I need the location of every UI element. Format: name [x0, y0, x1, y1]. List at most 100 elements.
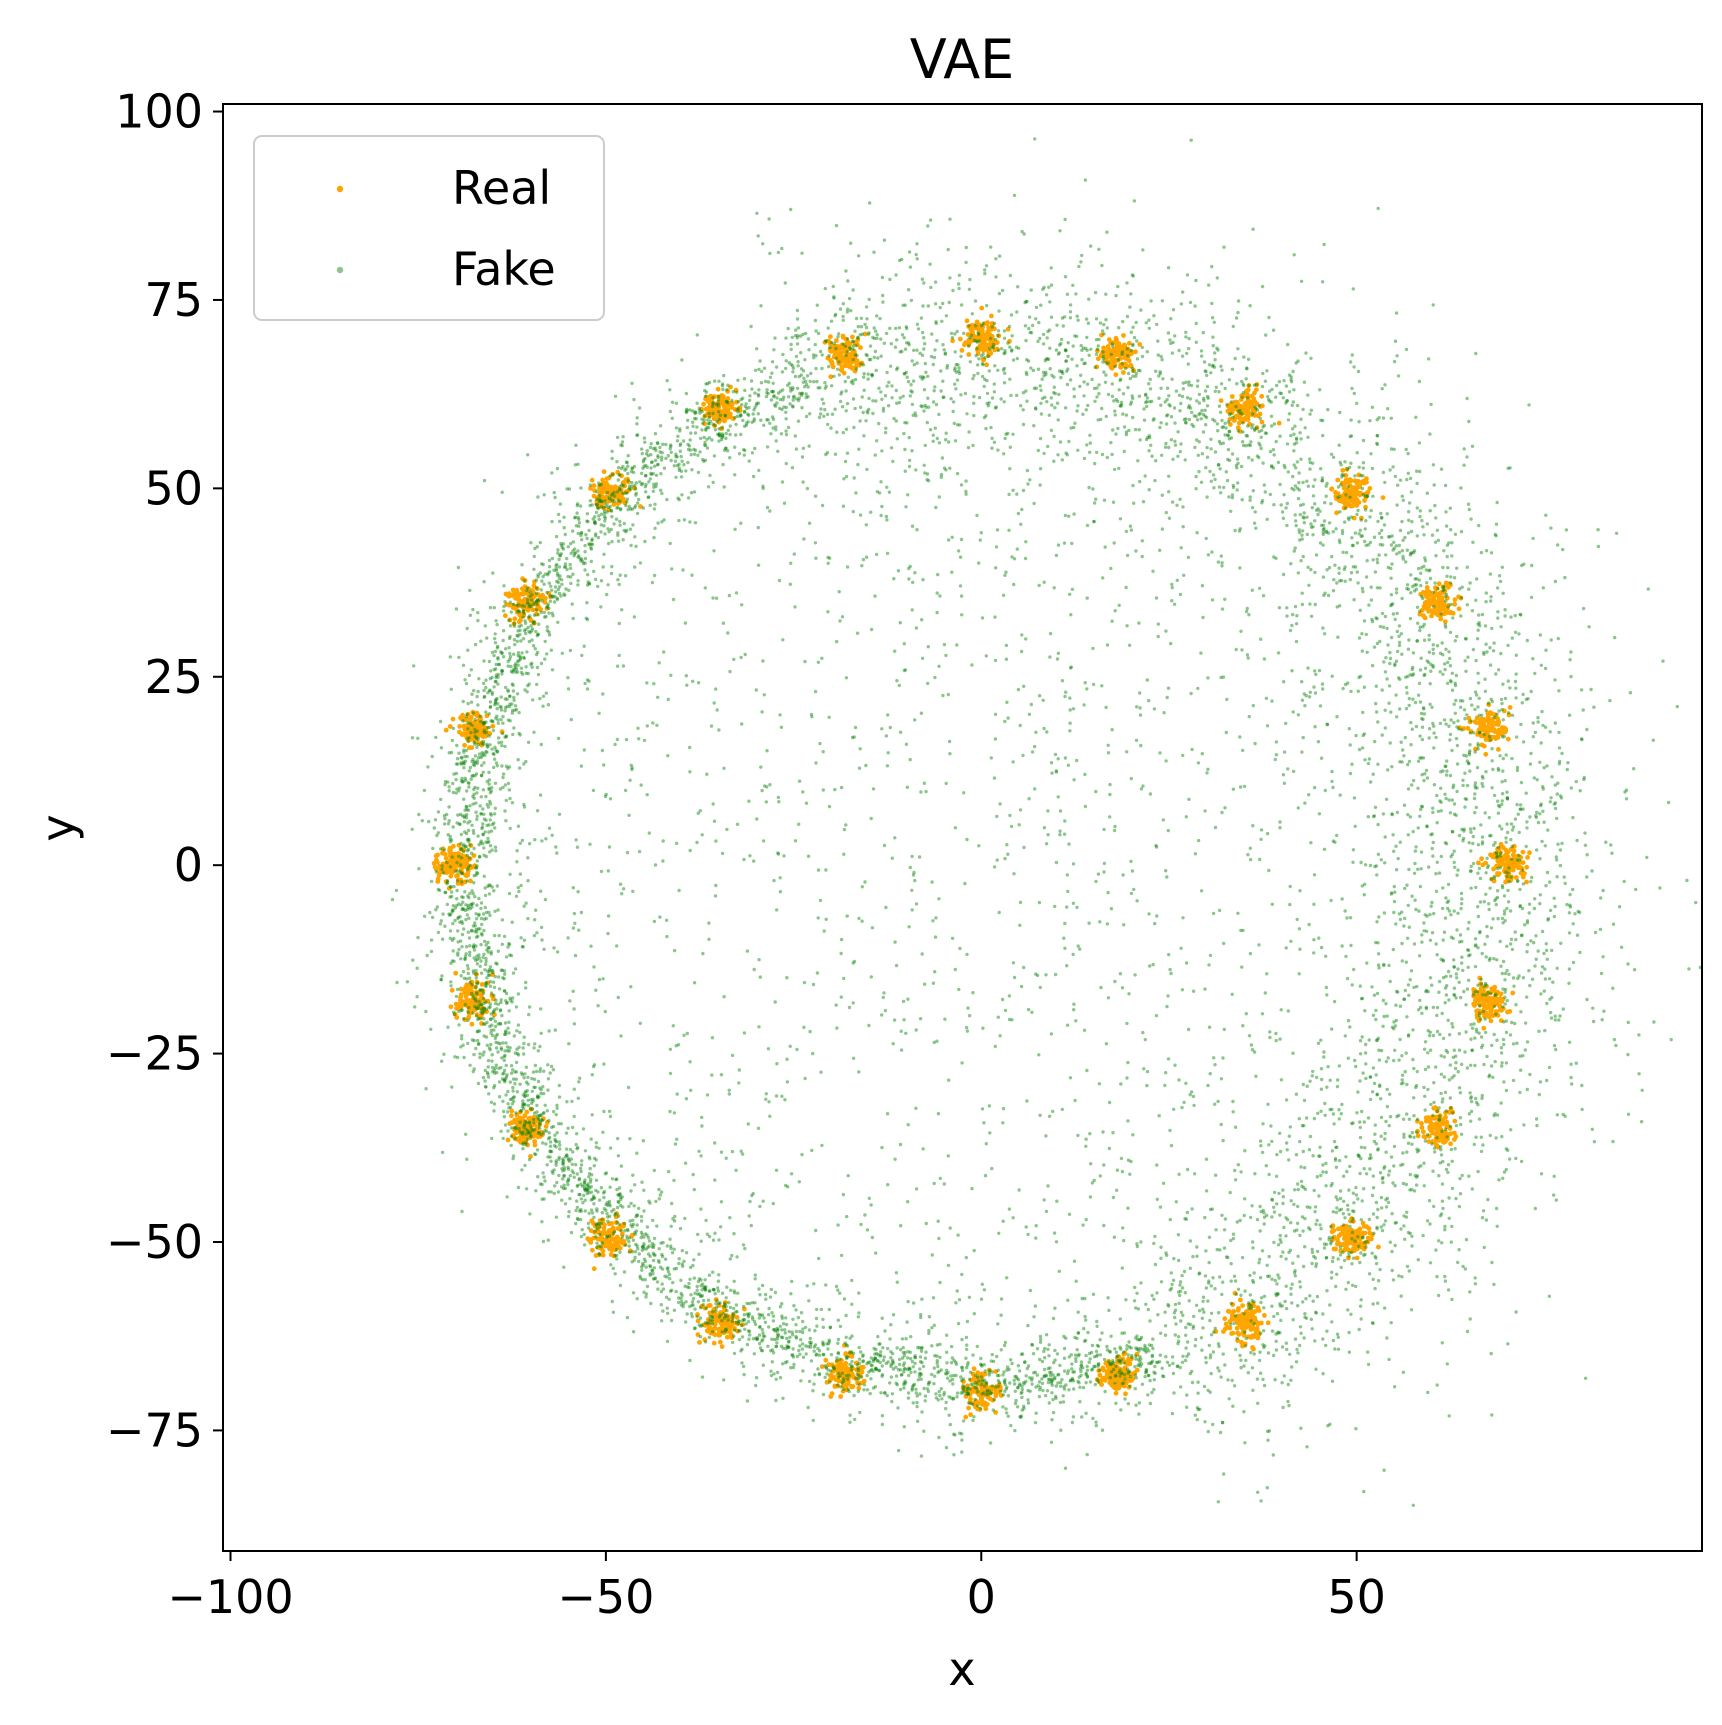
fake-point: [562, 1183, 566, 1187]
fake-point: [1279, 1318, 1283, 1323]
real-point: [1225, 1324, 1231, 1330]
fake-point: [451, 726, 456, 731]
fake-point: [688, 848, 692, 853]
fake-point: [672, 1111, 677, 1115]
real-point: [1496, 747, 1501, 752]
real-point: [1434, 1127, 1440, 1133]
fake-point: [1225, 402, 1229, 407]
real-point: [591, 483, 597, 488]
fake-point: [774, 1398, 778, 1403]
fake-point: [701, 1298, 706, 1303]
fake-point: [1462, 708, 1467, 712]
real-point: [1520, 874, 1526, 880]
fake-point: [726, 631, 730, 635]
fake-point: [1119, 1408, 1123, 1412]
fake-point: [1459, 486, 1463, 490]
fake-point: [1468, 731, 1473, 735]
fake-point: [721, 387, 725, 392]
fake-point: [1032, 424, 1036, 428]
fake-point: [455, 860, 459, 865]
fake-point: [1428, 1222, 1432, 1226]
fake-point: [760, 369, 764, 374]
fake-point: [1444, 1167, 1449, 1172]
fake-point: [1241, 421, 1245, 425]
fake-point: [1300, 750, 1304, 754]
fake-point: [1495, 500, 1499, 505]
fake-point: [736, 399, 741, 404]
fake-point: [735, 822, 740, 826]
fake-point: [1170, 1282, 1174, 1287]
fake-point: [524, 986, 528, 990]
real-point: [966, 1405, 971, 1411]
fake-point: [652, 1168, 656, 1173]
fake-point: [925, 420, 929, 425]
fake-point: [732, 1328, 737, 1333]
fake-point: [980, 1282, 984, 1287]
fake-point: [478, 714, 482, 719]
fake-point: [1302, 380, 1307, 384]
fake-point: [500, 1013, 504, 1018]
fake-point: [1370, 1090, 1375, 1094]
fake-point: [1450, 1159, 1454, 1164]
fake-point: [1471, 861, 1476, 866]
fake-point: [1412, 1114, 1416, 1118]
fake-point: [1154, 1014, 1159, 1018]
fake-point: [1246, 853, 1250, 857]
fake-point: [990, 396, 995, 400]
real-point: [1448, 610, 1453, 616]
fake-point: [1341, 686, 1345, 691]
real-point: [1347, 483, 1353, 488]
fake-point: [1264, 333, 1268, 337]
fake-point: [1444, 510, 1448, 514]
fake-point: [1165, 1004, 1169, 1009]
fake-point: [1019, 522, 1023, 526]
fake-point: [1496, 799, 1500, 803]
fake-point: [699, 436, 703, 441]
fake-point: [1324, 1256, 1329, 1260]
fake-point: [827, 354, 831, 358]
fake-point: [574, 443, 578, 447]
fake-point: [599, 530, 603, 534]
fake-point: [1503, 978, 1507, 982]
fake-point: [780, 370, 785, 374]
fake-point: [692, 981, 697, 985]
fake-point: [1456, 719, 1460, 723]
fake-point: [1009, 349, 1014, 353]
fake-point: [1379, 858, 1384, 862]
fake-point: [539, 661, 544, 666]
fake-point: [1113, 979, 1117, 984]
fake-point: [840, 615, 845, 619]
fake-point: [1062, 1356, 1067, 1360]
fake-point: [899, 1029, 903, 1033]
fake-point: [1433, 540, 1438, 544]
fake-point: [1227, 1397, 1231, 1401]
fake-point: [1117, 388, 1121, 392]
fake-point: [960, 1368, 965, 1373]
fake-point: [1129, 1346, 1133, 1350]
fake-point: [1455, 789, 1459, 794]
fake-point: [1025, 399, 1029, 403]
fake-point: [464, 917, 468, 922]
fake-point: [1126, 1060, 1130, 1065]
fake-point: [1431, 810, 1435, 815]
fake-point: [692, 1326, 697, 1331]
real-point: [1123, 1391, 1128, 1397]
fake-point: [1449, 1240, 1454, 1244]
real-point: [454, 873, 459, 879]
fake-point: [761, 1199, 765, 1203]
fake-point: [1452, 849, 1456, 853]
fake-point: [977, 561, 981, 565]
fake-point: [1018, 923, 1022, 927]
fake-point: [1580, 1083, 1584, 1088]
fake-point: [1172, 602, 1177, 606]
real-point: [601, 469, 607, 475]
fake-point: [645, 793, 649, 797]
real-point: [838, 350, 844, 356]
fake-point: [972, 394, 976, 399]
fake-point: [850, 1359, 854, 1364]
fake-point: [857, 447, 861, 451]
real-point: [1126, 340, 1132, 346]
fake-point: [1511, 976, 1516, 980]
fake-point: [621, 435, 625, 439]
fake-point: [1053, 1348, 1057, 1353]
